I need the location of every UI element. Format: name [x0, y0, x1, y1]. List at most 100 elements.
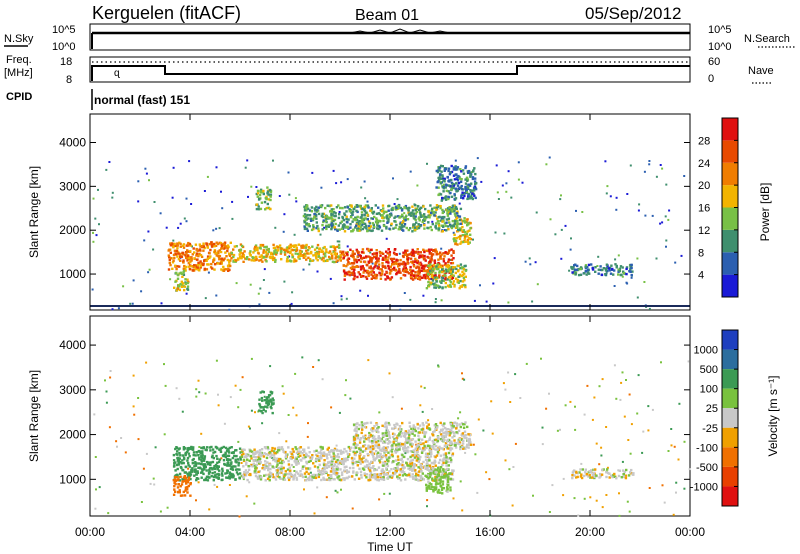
- velocity-scatter-cell: [376, 454, 379, 457]
- velocity-scatter-cell: [424, 431, 428, 434]
- velocity-scatter-cell: [213, 465, 216, 468]
- power-scatter-cell: [386, 276, 389, 279]
- power-scatter-cell: [372, 255, 376, 259]
- power-scatter-cell: [397, 270, 400, 273]
- velocity-scatter-cell: [411, 430, 414, 433]
- power-scatter-cell: [458, 228, 461, 232]
- velocity-noise-point: [154, 446, 157, 449]
- velocity-scatter-cell: [371, 439, 374, 443]
- power-scatter-cell: [211, 267, 214, 270]
- velocity-scatter-cell: [295, 460, 298, 463]
- power-scatter-cell: [330, 209, 333, 213]
- velocity-scatter-cell: [264, 473, 268, 477]
- power-scatter-cell: [351, 272, 354, 275]
- velocity-scatter-cell: [415, 448, 419, 452]
- velocity-scatter-cell: [432, 490, 435, 493]
- velocity-scatter-cell: [438, 468, 442, 471]
- velocity-noise-point: [241, 376, 244, 379]
- power-scatter-cell: [431, 273, 434, 276]
- power-scatter-cell: [306, 252, 309, 255]
- velocity-scatter-cell: [342, 469, 346, 472]
- power-scatter-cell: [423, 276, 426, 279]
- power-scatter-cell: [432, 264, 436, 267]
- velocity-scatter-cell: [340, 471, 344, 474]
- power-scatter-cell: [291, 248, 295, 252]
- power-scatter-cell: [321, 212, 324, 216]
- power-scatter-cell: [385, 250, 388, 253]
- power-scatter-cell: [414, 215, 417, 218]
- velocity-noise-point: [336, 491, 339, 494]
- velocity-scatter-cell: [282, 450, 285, 453]
- velocity-scatter-cell: [399, 431, 402, 434]
- power-scatter-cell: [196, 249, 199, 252]
- power-scatter-cell: [200, 244, 204, 248]
- power-scatter-cell: [425, 264, 428, 267]
- velocity-scatter-cell: [371, 442, 374, 445]
- velocity-scatter-cell: [385, 467, 388, 470]
- power-noise-point: [665, 245, 667, 248]
- velocity-scatter-cell: [182, 446, 186, 449]
- velocity-scatter-cell: [192, 451, 196, 454]
- power-scatter-cell: [572, 266, 575, 269]
- velocity-scatter-cell: [449, 423, 453, 426]
- power-scatter-cell: [441, 196, 444, 200]
- power-scatter-cell: [466, 235, 469, 238]
- nsky-tick-top: 10^5: [52, 24, 76, 36]
- velocity-scatter-cell: [377, 426, 380, 429]
- power-noise-point: [255, 186, 258, 188]
- velocity-scatter-cell: [449, 441, 452, 444]
- power-scatter-cell: [434, 211, 437, 214]
- velocity-scatter-cell: [391, 444, 394, 447]
- power-noise-point: [153, 201, 156, 203]
- velocity-scatter-cell: [404, 478, 407, 481]
- power-scatter-cell: [406, 218, 410, 221]
- power-scatter-cell: [339, 256, 342, 259]
- velocity-scatter-cell: [432, 441, 435, 445]
- velocity-noise-point: [378, 411, 381, 414]
- power-noise-point: [597, 255, 600, 258]
- velocity-scatter-cell: [343, 477, 347, 480]
- power-scatter-cell: [390, 259, 394, 262]
- power-scatter-cell: [289, 243, 292, 246]
- power-scatter-cell: [388, 204, 391, 208]
- velocity-scatter-cell: [299, 446, 302, 449]
- power-scatter-cell: [272, 246, 276, 250]
- velocity-scatter-cell: [379, 474, 382, 477]
- velocity-scatter-cell: [448, 434, 451, 437]
- power-scatter-cell: [383, 273, 387, 276]
- velocity-scatter-cell: [178, 457, 181, 460]
- velocity-scatter-cell: [199, 462, 203, 466]
- velocity-scatter-cell: [385, 463, 389, 466]
- velocity-scatter-cell: [398, 428, 402, 431]
- power-scatter-cell: [431, 207, 434, 210]
- velocity-scatter-cell: [337, 477, 340, 481]
- date-title: 05/Sep/2012: [585, 4, 681, 23]
- power-scatter-cell: [464, 165, 468, 168]
- velocity-noise-point: [641, 451, 644, 454]
- power-noise-point: [247, 195, 249, 198]
- power-noise-point: [524, 260, 527, 263]
- velocity-scatter-cell: [308, 475, 312, 478]
- power-scatter-cell: [454, 165, 457, 168]
- power-scatter-cell: [316, 243, 320, 247]
- velocity-scatter-cell: [284, 453, 288, 456]
- power-scatter-cell: [349, 223, 352, 226]
- power-noise-point: [497, 198, 500, 200]
- velocity-scatter-cell: [354, 453, 357, 457]
- power-scatter-cell: [310, 210, 314, 213]
- velocity-scatter-cell: [258, 402, 261, 406]
- power-scatter-cell: [190, 259, 193, 262]
- velocity-scatter-cell: [414, 464, 418, 467]
- velocity-noise-point: [107, 512, 110, 515]
- power-scatter-cell: [255, 207, 259, 211]
- power-scatter-cell: [434, 283, 438, 287]
- velocity-scatter-cell: [218, 458, 222, 461]
- velocity-scatter-cell: [228, 477, 231, 480]
- velocity-scatter-cell: [284, 450, 287, 454]
- velocity-scatter-cell: [422, 424, 425, 427]
- power-noise-point: [346, 178, 349, 181]
- power-scatter-cell: [456, 214, 460, 218]
- power-scatter-cell: [415, 227, 419, 230]
- power-scatter-cell: [590, 263, 593, 266]
- velocity-scatter-cell: [265, 401, 268, 405]
